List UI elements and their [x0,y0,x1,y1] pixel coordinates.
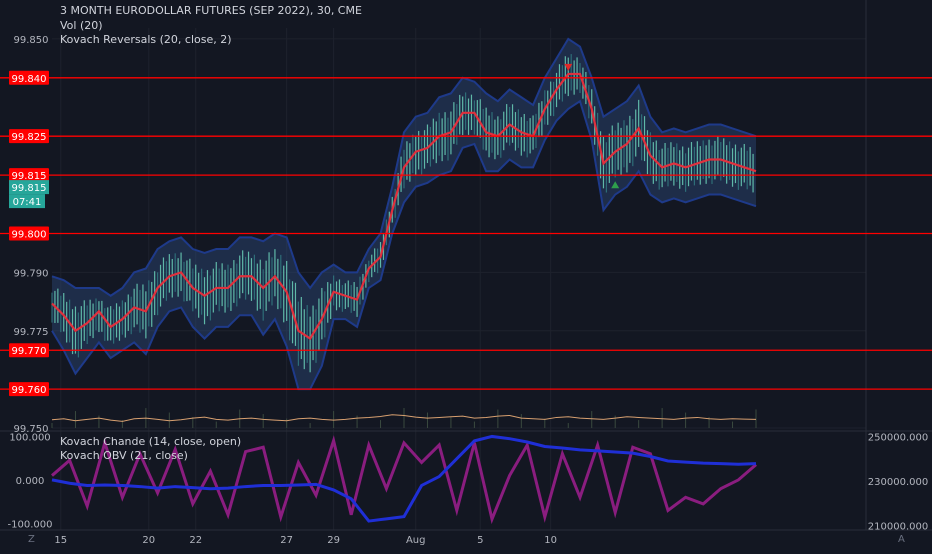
time-tick-label: 22 [189,535,202,546]
oscillator-tick-label: 0.000 [16,476,45,487]
buy-marker [611,181,620,189]
obv-tick-label: 210000.000 [868,522,928,533]
price-tick-label: 99.850 [14,35,49,46]
price-tick-label: 99.750 [14,424,49,435]
level-tag [9,226,49,241]
indicator-reversals-label: Kovach Reversals (20, close, 2) [60,33,232,46]
band-lower [51,99,757,391]
price-tick-label: 99.775 [14,327,49,338]
chart-title: 3 MONTH EURODOLLAR FUTURES (SEP 2022), 3… [60,4,362,17]
price-axis[interactable]: 99.850 99.840 99.825 99.815 99.800 99.790 99.7… [9,35,49,435]
indicator-vol-label: Vol (20) [60,19,103,32]
obv-line [51,434,757,523]
time-tick-label: Aug [406,535,426,546]
countdown-label: 07:41 [13,197,42,208]
basis-line [51,72,757,341]
indicator-chande-label: Kovach Chande (14, close, open) [60,435,242,448]
time-tick-label: 27 [280,535,293,546]
level-tag [9,343,49,358]
lower-pane [51,434,757,525]
time-axis[interactable]: 15 20 22 27 29 Aug 5 10 [54,535,557,546]
band-upper [51,37,757,297]
level-tag [9,129,49,144]
obv-tick-label: 230000.000 [868,477,928,488]
level-tag-label: 99.815 [12,171,47,182]
sell-marker [564,63,573,71]
obv-tick-label: 250000.000 [868,432,928,443]
reversal-markers [564,63,620,189]
level-tag-label: 99.840 [12,74,47,85]
level-tag-label: 99.770 [12,346,47,357]
time-tick-label: 15 [54,535,67,546]
level-tag [9,70,49,85]
oscillator-tick-label: 100.000 [9,432,50,443]
chande-line [51,435,757,525]
level-tag-label: 99.825 [12,132,47,143]
level-tag [9,168,49,183]
corner-label-right[interactable]: A [898,534,905,545]
level-tag-label: 99.800 [12,229,47,240]
time-tick-label: 5 [477,535,483,546]
current-price-tag [9,180,49,195]
price-tick-label: 99.790 [14,268,49,279]
current-price-label: 99.815 [12,183,47,194]
basis-line-path [51,72,757,341]
volume-pane [51,408,757,428]
level-tag-label: 99.760 [12,385,47,396]
volume-ma-line [51,414,757,422]
oscillator-axis[interactable]: 100.000 0.000 -100.000 250000.000 230000.000… [8,432,929,532]
time-tick-label: 29 [327,535,340,546]
indicator-obv-label: Kovach OBV (21, close) [60,449,188,462]
corner-label-left[interactable]: Z [28,534,35,545]
level-lines [0,77,932,390]
time-tick-label: 20 [142,535,155,546]
time-tick-label: 10 [544,535,557,546]
oscillator-tick-label: -100.000 [8,519,53,530]
countdown-tag [9,194,45,209]
level-tag [9,382,49,397]
